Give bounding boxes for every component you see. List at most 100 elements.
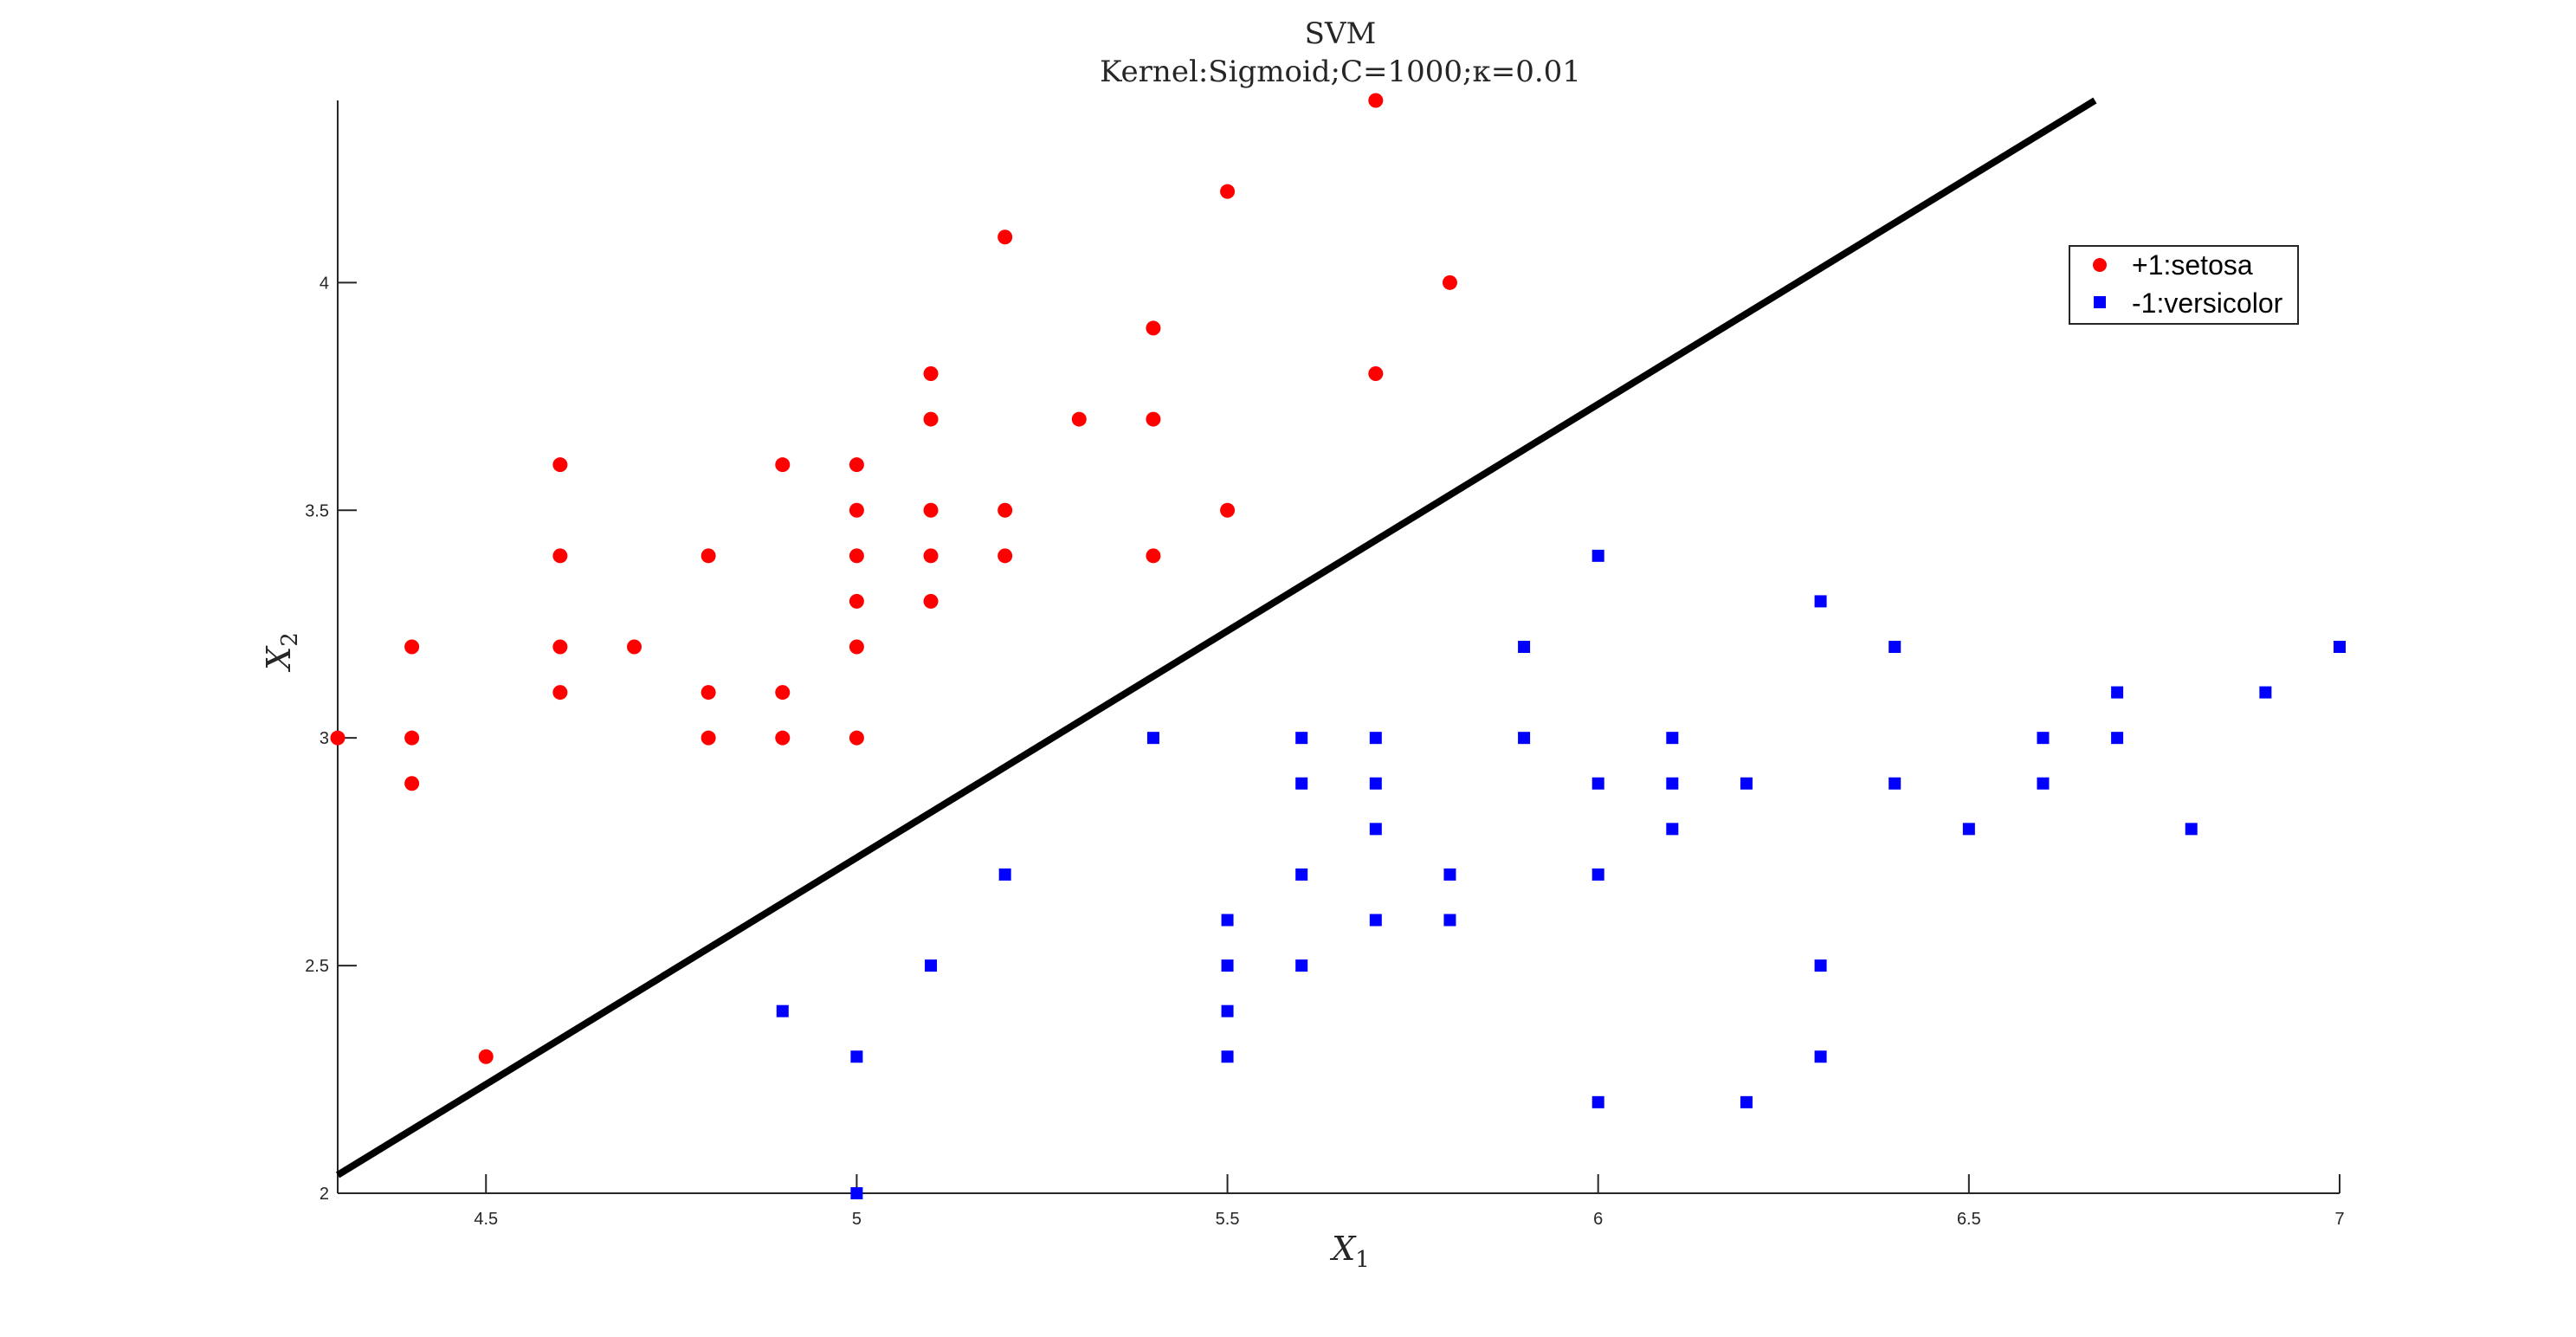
x-tick-label: 6 — [1593, 1210, 1603, 1229]
data-point-versicolor — [1592, 869, 1604, 881]
data-point-versicolor — [1815, 1050, 1827, 1062]
data-point-setosa — [1146, 412, 1160, 427]
series-setosa — [331, 94, 1457, 1064]
data-point-versicolor — [999, 869, 1011, 881]
data-point-versicolor — [777, 1005, 789, 1017]
data-point-setosa — [924, 503, 939, 518]
y-tick-label: 4 — [320, 274, 329, 293]
data-point-versicolor — [1740, 778, 1753, 790]
data-point-versicolor — [1443, 914, 1456, 927]
x-tick-label: 6.5 — [1957, 1210, 1981, 1229]
data-point-versicolor — [925, 959, 937, 972]
y-tick-label: 2 — [320, 1185, 329, 1204]
data-point-versicolor — [850, 1187, 862, 1199]
data-point-versicolor — [2111, 732, 2123, 744]
data-point-versicolor — [1222, 1050, 1234, 1062]
data-point-setosa — [924, 548, 939, 563]
y-tick-label: 3.5 — [305, 501, 329, 520]
legend-marker-versicolor — [2094, 296, 2106, 308]
data-point-setosa — [552, 548, 567, 563]
x-tick-label: 7 — [2334, 1210, 2344, 1229]
data-point-setosa — [701, 731, 716, 746]
data-point-versicolor — [1666, 778, 1678, 790]
data-point-versicolor — [2334, 641, 2346, 653]
data-point-setosa — [849, 594, 864, 609]
data-point-versicolor — [1295, 732, 1307, 744]
data-point-versicolor — [2037, 732, 2049, 744]
data-point-versicolor — [1518, 641, 1530, 653]
boundary-layer — [338, 100, 2095, 1175]
data-point-setosa — [1146, 548, 1160, 563]
data-point-versicolor — [1222, 959, 1234, 972]
data-point-setosa — [849, 640, 864, 655]
x-tick-label: 5 — [852, 1210, 862, 1229]
data-point-versicolor — [1370, 778, 1382, 790]
data-point-setosa — [924, 594, 939, 609]
data-point-setosa — [849, 731, 864, 746]
ticks: 4.5 5 5.5 6 6.5 7 2 2.5 3 3.5 4 — [305, 274, 2344, 1229]
data-point-setosa — [1368, 366, 1383, 381]
data-point-setosa — [552, 640, 567, 655]
data-point-versicolor — [1443, 869, 1456, 881]
y-tick-label: 3 — [320, 729, 329, 748]
data-point-setosa — [775, 457, 790, 472]
data-point-versicolor — [1888, 778, 1901, 790]
data-point-versicolor — [1222, 1005, 1234, 1017]
legend: +1:setosa -1:versicolor — [2069, 246, 2298, 324]
chart-title: SVM — [1305, 16, 1377, 51]
data-point-setosa — [552, 685, 567, 700]
x-tick-label: 4.5 — [474, 1210, 498, 1229]
data-point-setosa — [404, 731, 419, 746]
data-point-setosa — [404, 776, 419, 791]
data-point-versicolor — [1592, 550, 1604, 562]
data-point-versicolor — [1295, 959, 1307, 972]
data-point-setosa — [701, 548, 716, 563]
data-point-setosa — [775, 731, 790, 746]
x-tick-label: 5.5 — [1216, 1210, 1240, 1229]
data-point-setosa — [331, 731, 345, 746]
data-point-setosa — [849, 503, 864, 518]
data-point-setosa — [997, 503, 1012, 518]
x-axis-label: X1 — [1329, 1230, 1370, 1273]
data-point-versicolor — [1370, 732, 1382, 744]
data-point-versicolor — [1222, 914, 1234, 927]
data-point-versicolor — [1815, 959, 1827, 972]
data-point-setosa — [1072, 412, 1087, 427]
data-point-setosa — [701, 685, 716, 700]
data-point-versicolor — [1815, 595, 1827, 607]
legend-label-setosa: +1:setosa — [2132, 249, 2253, 281]
data-point-setosa — [1220, 184, 1235, 199]
data-point-setosa — [997, 548, 1012, 563]
data-point-versicolor — [1963, 823, 1975, 835]
data-point-setosa — [997, 229, 1012, 244]
data-point-versicolor — [1147, 732, 1159, 744]
series-versicolor — [777, 550, 2346, 1199]
data-point-versicolor — [1666, 823, 1678, 835]
data-point-versicolor — [2259, 687, 2271, 699]
decision-boundary-line — [338, 100, 2095, 1175]
legend-marker-setosa — [2093, 258, 2107, 272]
data-point-versicolor — [1518, 732, 1530, 744]
data-point-setosa — [404, 640, 419, 655]
data-point-versicolor — [1370, 823, 1382, 835]
data-point-setosa — [1443, 275, 1457, 290]
data-point-versicolor — [1888, 641, 1901, 653]
data-point-setosa — [1220, 503, 1235, 518]
data-point-versicolor — [2037, 778, 2049, 790]
points-layer — [331, 94, 2347, 1200]
data-point-setosa — [775, 685, 790, 700]
data-point-setosa — [849, 457, 864, 472]
data-point-setosa — [924, 412, 939, 427]
data-point-versicolor — [1666, 732, 1678, 744]
data-point-setosa — [627, 640, 642, 655]
chart-subtitle: Kernel:Sigmoid;C=1000;κ=0.01 — [1100, 55, 1581, 89]
data-point-versicolor — [1740, 1096, 1753, 1108]
data-point-versicolor — [1592, 778, 1604, 790]
data-point-versicolor — [1295, 869, 1307, 881]
data-point-setosa — [924, 366, 939, 381]
y-axis-label: X2 — [260, 632, 303, 673]
data-point-versicolor — [2111, 687, 2123, 699]
data-point-setosa — [849, 548, 864, 563]
data-point-versicolor — [2185, 823, 2198, 835]
